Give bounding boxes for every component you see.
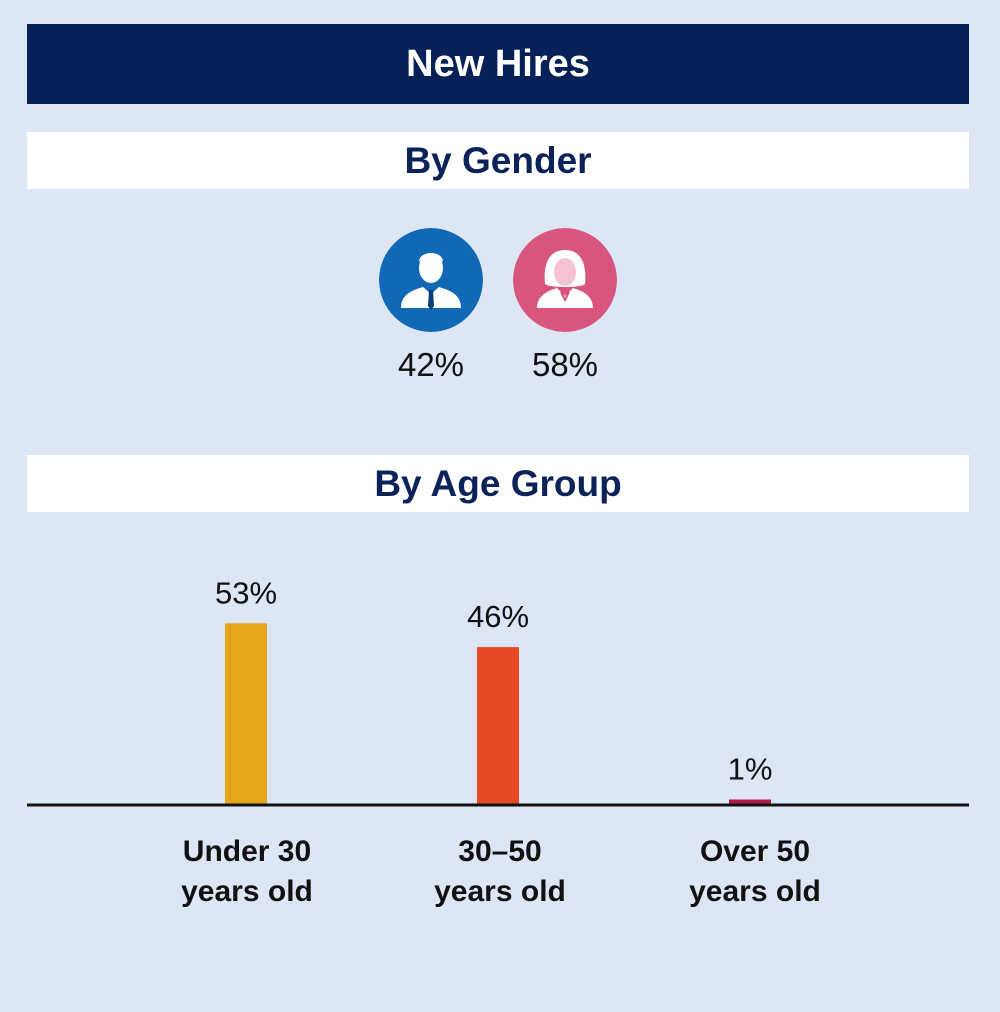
bar-value-label-2: 1% xyxy=(728,752,773,787)
bar-2 xyxy=(729,799,771,804)
female-person-icon xyxy=(513,228,617,332)
category-label-30-50: 30–50 years old xyxy=(434,835,566,908)
page-title: New Hires xyxy=(406,42,590,85)
age-bar-chart: 53% 46% 1% xyxy=(27,575,969,807)
header-banner: New Hires xyxy=(27,24,969,104)
gender-section-title: By Gender xyxy=(404,139,592,181)
male-circle xyxy=(379,228,483,332)
male-person-icon xyxy=(379,228,483,332)
bar-1 xyxy=(477,647,519,804)
age-section-title: By Age Group xyxy=(374,462,622,504)
bar-value-label-0: 53% xyxy=(215,575,277,610)
bar-value-label-1: 46% xyxy=(467,599,529,634)
age-section-header: By Age Group xyxy=(27,455,969,512)
female-percentage: 58% xyxy=(531,346,599,383)
female-circle xyxy=(513,228,617,332)
category-label-under-30: Under 30 years old xyxy=(181,835,313,908)
category-label-over-50: Over 50 years old xyxy=(689,835,821,908)
bar-0 xyxy=(225,623,267,804)
male-percentage: 42% xyxy=(397,346,465,383)
gender-section-header: By Gender xyxy=(27,132,969,189)
